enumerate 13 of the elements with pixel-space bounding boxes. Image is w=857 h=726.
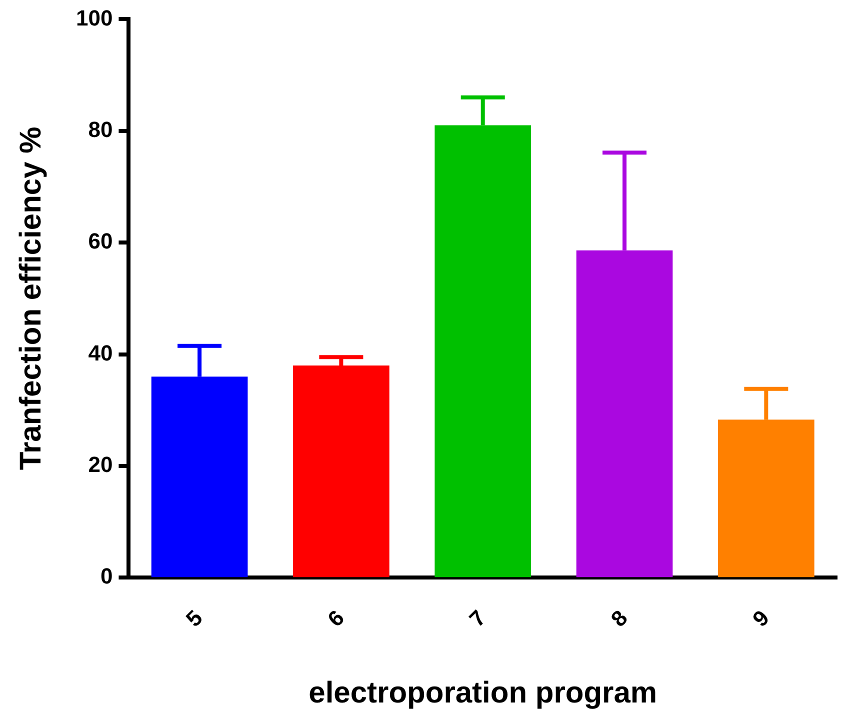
y-tick-label: 20: [88, 452, 113, 478]
x-tick-label: 9: [748, 605, 774, 632]
y-tick-label: 100: [76, 5, 113, 30]
y-tick-label: 80: [88, 116, 113, 142]
y-tick-label: 60: [88, 228, 113, 254]
x-tick-label: 8: [606, 605, 632, 632]
y-tick-label: 40: [88, 340, 113, 366]
y-axis-title: Tranfection efficiency %: [14, 126, 48, 470]
x-axis-title: electroporation program: [308, 676, 658, 710]
y-tick-label: 0: [100, 564, 113, 589]
x-tick-label: 6: [322, 605, 350, 632]
x-tick-label: 5: [181, 605, 208, 632]
x-tick-label: 7: [464, 605, 491, 632]
